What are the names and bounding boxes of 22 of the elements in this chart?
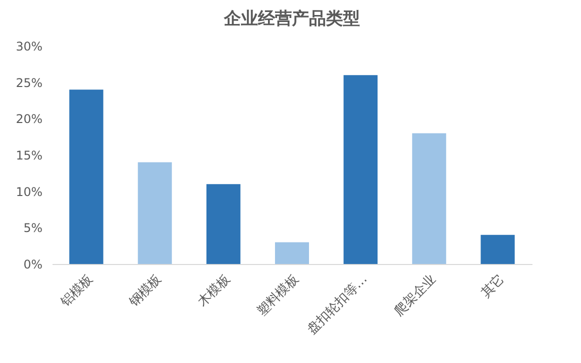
y-tick-label: 20% <box>16 112 42 126</box>
y-tick-label: 30% <box>16 40 42 54</box>
chart-title: 企业经营产品类型 <box>223 9 360 29</box>
y-tick-label: 25% <box>16 76 42 90</box>
bar <box>138 162 172 264</box>
bar <box>480 234 515 264</box>
y-tick-label: 10% <box>16 184 42 199</box>
bar <box>344 75 378 264</box>
x-tick-label: 塑料模板 <box>254 271 302 320</box>
y-tick-label: 5% <box>23 221 42 236</box>
bar <box>69 90 104 264</box>
x-tick-label: 木模板 <box>195 272 234 310</box>
y-tick-label: 0% <box>23 258 42 272</box>
x-tick-label: 爬架企业 <box>392 272 440 320</box>
y-tick-label: 15% <box>16 148 42 162</box>
bar <box>412 133 446 264</box>
x-tick-label: 盘扣轮扣等… <box>304 272 370 338</box>
x-tick-label: 其它 <box>478 271 508 301</box>
x-tick-label: 钢模板 <box>126 272 165 311</box>
bar <box>206 184 240 264</box>
bar <box>275 242 309 264</box>
x-tick-label: 铝模板 <box>57 272 96 311</box>
